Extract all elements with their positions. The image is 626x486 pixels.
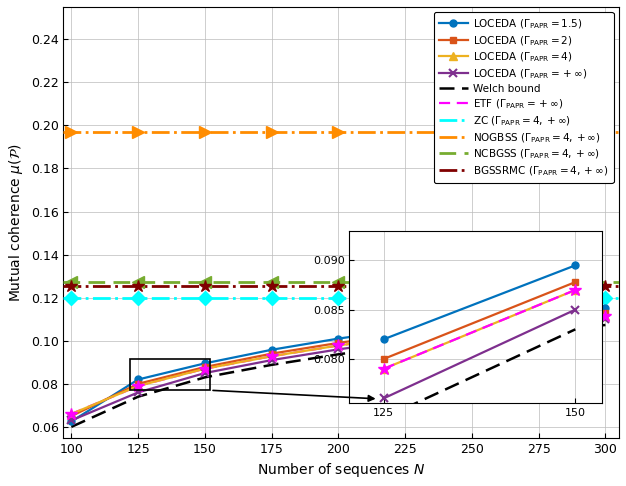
LOCEDA ($\Gamma_{\mathrm{PAPR}} = 1.5$) — [201, 361, 208, 366]
Line: ETF ($\Gamma_{\mathrm{PAPR}} = +\infty$): ETF ($\Gamma_{\mathrm{PAPR}} = +\infty$) — [71, 315, 605, 414]
LOCEDA ($\Gamma_{\mathrm{PAPR}} = +\infty$) — [401, 337, 409, 343]
Line: Welch bound: Welch bound — [71, 325, 605, 427]
LOCEDA ($\Gamma_{\mathrm{PAPR}} = +\infty$) — [135, 389, 142, 395]
LOCEDA ($\Gamma_{\mathrm{PAPR}} = 2$) — [201, 364, 208, 370]
LOCEDA ($\Gamma_{\mathrm{PAPR}} = 4$) — [68, 411, 75, 417]
ETF ($\Gamma_{\mathrm{PAPR}} = +\infty$) — [68, 411, 75, 417]
ETF ($\Gamma_{\mathrm{PAPR}} = +\infty$) — [401, 333, 409, 339]
LOCEDA ($\Gamma_{\mathrm{PAPR}} = 1.5$) — [335, 336, 342, 342]
LOCEDA ($\Gamma_{\mathrm{PAPR}} = 1.5$) — [602, 306, 609, 312]
Line: LOCEDA ($\Gamma_{\mathrm{PAPR}} = +\infty$): LOCEDA ($\Gamma_{\mathrm{PAPR}} = +\inft… — [67, 315, 610, 425]
ETF ($\Gamma_{\mathrm{PAPR}} = +\infty$) — [135, 383, 142, 389]
X-axis label: Number of sequences $N$: Number of sequences $N$ — [257, 461, 425, 479]
Welch bound — [135, 394, 142, 399]
LOCEDA ($\Gamma_{\mathrm{PAPR}} = +\infty$) — [268, 357, 275, 363]
LOCEDA ($\Gamma_{\mathrm{PAPR}} = 2$) — [535, 316, 542, 322]
Welch bound — [535, 328, 542, 334]
ETF ($\Gamma_{\mathrm{PAPR}} = +\infty$) — [335, 343, 342, 348]
Welch bound — [201, 374, 208, 380]
LOCEDA ($\Gamma_{\mathrm{PAPR}} = 4$) — [268, 353, 275, 359]
Welch bound — [68, 424, 75, 430]
LOCEDA ($\Gamma_{\mathrm{PAPR}} = 2$) — [468, 323, 476, 329]
Line: LOCEDA ($\Gamma_{\mathrm{PAPR}} = 1.5$): LOCEDA ($\Gamma_{\mathrm{PAPR}} = 1.5$) — [68, 305, 609, 425]
FancyArrowPatch shape — [213, 390, 374, 401]
Line: LOCEDA ($\Gamma_{\mathrm{PAPR}} = 4$): LOCEDA ($\Gamma_{\mathrm{PAPR}} = 4$) — [68, 312, 609, 418]
Legend: LOCEDA ($\Gamma_{\mathrm{PAPR}} = 1.5$), LOCEDA ($\Gamma_{\mathrm{PAPR}} = 2$), : LOCEDA ($\Gamma_{\mathrm{PAPR}} = 1.5$),… — [434, 12, 613, 183]
LOCEDA ($\Gamma_{\mathrm{PAPR}} = 4$) — [135, 383, 142, 389]
Welch bound — [268, 362, 275, 368]
LOCEDA ($\Gamma_{\mathrm{PAPR}} = 1.5$) — [268, 347, 275, 353]
LOCEDA ($\Gamma_{\mathrm{PAPR}} = 4$) — [535, 319, 542, 325]
LOCEDA ($\Gamma_{\mathrm{PAPR}} = +\infty$) — [468, 329, 476, 335]
LOCEDA ($\Gamma_{\mathrm{PAPR}} = +\infty$) — [602, 316, 609, 322]
Welch bound — [401, 343, 409, 348]
LOCEDA ($\Gamma_{\mathrm{PAPR}} = 2$) — [135, 381, 142, 387]
LOCEDA ($\Gamma_{\mathrm{PAPR}} = 4$) — [335, 343, 342, 348]
Y-axis label: Mutual coherence $\mu(\mathcal{P})$: Mutual coherence $\mu(\mathcal{P})$ — [7, 143, 25, 301]
LOCEDA ($\Gamma_{\mathrm{PAPR}} = +\infty$) — [535, 323, 542, 329]
LOCEDA ($\Gamma_{\mathrm{PAPR}} = 4$) — [201, 366, 208, 372]
Line: LOCEDA ($\Gamma_{\mathrm{PAPR}} = 2$): LOCEDA ($\Gamma_{\mathrm{PAPR}} = 2$) — [68, 309, 609, 419]
ETF ($\Gamma_{\mathrm{PAPR}} = +\infty$) — [201, 366, 208, 372]
LOCEDA ($\Gamma_{\mathrm{PAPR}} = 2$) — [401, 330, 409, 336]
LOCEDA ($\Gamma_{\mathrm{PAPR}} = +\infty$) — [201, 370, 208, 376]
LOCEDA ($\Gamma_{\mathrm{PAPR}} = 1.5$) — [468, 318, 476, 324]
Welch bound — [335, 351, 342, 357]
ETF ($\Gamma_{\mathrm{PAPR}} = +\infty$) — [468, 326, 476, 331]
LOCEDA ($\Gamma_{\mathrm{PAPR}} = +\infty$) — [335, 347, 342, 352]
Bar — [130, 359, 210, 390]
LOCEDA ($\Gamma_{\mathrm{PAPR}} = 4$) — [468, 326, 476, 331]
ETF ($\Gamma_{\mathrm{PAPR}} = +\infty$) — [268, 353, 275, 359]
LOCEDA ($\Gamma_{\mathrm{PAPR}} = 2$) — [602, 310, 609, 315]
LOCEDA ($\Gamma_{\mathrm{PAPR}} = 1.5$) — [535, 312, 542, 317]
Welch bound — [602, 322, 609, 328]
LOCEDA ($\Gamma_{\mathrm{PAPR}} = 1.5$) — [135, 377, 142, 382]
ETF ($\Gamma_{\mathrm{PAPR}} = +\infty$) — [535, 319, 542, 325]
LOCEDA ($\Gamma_{\mathrm{PAPR}} = +\infty$) — [68, 417, 75, 423]
LOCEDA ($\Gamma_{\mathrm{PAPR}} = 4$) — [602, 312, 609, 318]
Welch bound — [468, 334, 476, 340]
LOCEDA ($\Gamma_{\mathrm{PAPR}} = 2$) — [68, 413, 75, 419]
LOCEDA ($\Gamma_{\mathrm{PAPR}} = 1.5$) — [401, 327, 409, 332]
LOCEDA ($\Gamma_{\mathrm{PAPR}} = 2$) — [335, 340, 342, 346]
LOCEDA ($\Gamma_{\mathrm{PAPR}} = 2$) — [268, 351, 275, 357]
LOCEDA ($\Gamma_{\mathrm{PAPR}} = 4$) — [401, 333, 409, 339]
LOCEDA ($\Gamma_{\mathrm{PAPR}} = 1.5$) — [68, 418, 75, 424]
ETF ($\Gamma_{\mathrm{PAPR}} = +\infty$) — [602, 312, 609, 318]
